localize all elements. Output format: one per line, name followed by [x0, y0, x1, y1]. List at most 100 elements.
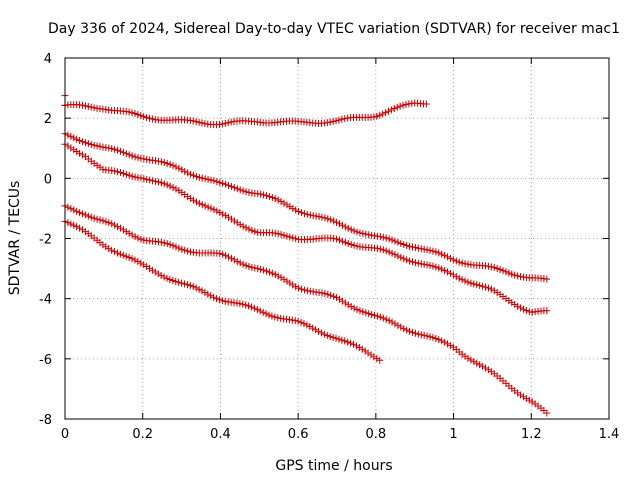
data-point [441, 251, 449, 259]
data-point [204, 175, 212, 183]
y-axis-label: SDTVAR / TECUs [7, 181, 23, 296]
data-point [458, 259, 466, 267]
data-point [464, 278, 472, 286]
data-point [365, 310, 373, 318]
data-point [402, 100, 410, 108]
data-point [204, 290, 212, 298]
data-point [353, 242, 361, 250]
data-point [432, 263, 440, 271]
data-point [79, 210, 87, 218]
data-point [210, 293, 218, 301]
data-point [128, 255, 136, 263]
data-point [327, 291, 335, 299]
data-point [105, 245, 113, 253]
data-point [169, 277, 177, 285]
data-point [359, 308, 367, 316]
y-tick-label: 0 [44, 172, 52, 187]
data-point [376, 245, 384, 253]
data-point [189, 171, 197, 179]
data-point [522, 395, 530, 403]
data-point [128, 231, 136, 239]
data-point [326, 333, 334, 341]
data-point [114, 223, 122, 231]
data-point [429, 262, 437, 270]
data-point [125, 151, 133, 159]
data-point [484, 262, 492, 270]
data-point [414, 244, 422, 252]
data-point [403, 326, 411, 334]
data-point [131, 153, 139, 161]
data-point [224, 119, 232, 127]
data-point [137, 259, 145, 267]
data-point [181, 246, 189, 254]
series-series-5 [61, 217, 384, 364]
data-point [292, 235, 300, 243]
data-point [280, 275, 288, 283]
data-point [260, 266, 268, 274]
data-point [277, 274, 285, 282]
data-point [387, 106, 395, 114]
data-point [76, 224, 84, 232]
data-point [76, 136, 84, 144]
data-point [128, 152, 136, 160]
data-point [111, 167, 119, 175]
data-point [385, 248, 393, 256]
data-point [298, 285, 306, 293]
data-point [382, 315, 390, 323]
data-point [289, 281, 297, 289]
data-point [417, 331, 425, 339]
data-point [338, 221, 346, 229]
data-point [312, 326, 320, 334]
data-point [81, 102, 89, 110]
data-point [432, 248, 440, 256]
x-tick-label: 0.6 [288, 427, 309, 442]
x-tick-label: 0.2 [132, 427, 153, 442]
data-point [227, 254, 235, 262]
data-point [64, 203, 72, 211]
data-point [207, 176, 215, 184]
data-point [116, 250, 124, 258]
data-point [482, 283, 490, 291]
data-point [295, 207, 303, 215]
data-point [333, 235, 341, 243]
data-point [470, 280, 478, 288]
data-point [333, 218, 341, 226]
data-point [332, 117, 340, 125]
data-point [333, 294, 341, 302]
data-point [321, 214, 329, 222]
data-point [411, 244, 419, 252]
data-point [341, 238, 349, 246]
data-point [102, 243, 110, 251]
data-point [356, 229, 364, 237]
data-point [467, 279, 475, 287]
data-point [160, 180, 168, 188]
data-point [137, 174, 145, 182]
data-point [181, 167, 189, 175]
series-series-2 [61, 130, 551, 283]
data-point [148, 115, 156, 123]
data-point [265, 192, 273, 200]
data-point [111, 248, 119, 256]
data-point [400, 241, 408, 249]
data-point [326, 118, 334, 126]
data-point [422, 100, 430, 108]
data-point [476, 281, 484, 289]
data-point [286, 233, 294, 241]
data-point [399, 101, 407, 109]
data-point [111, 145, 119, 153]
data-point [222, 180, 230, 188]
data-point [84, 140, 92, 148]
data-point [341, 299, 349, 307]
data-point [79, 151, 87, 159]
data-point [163, 240, 171, 248]
data-point [540, 275, 548, 283]
data-point [187, 170, 195, 178]
data-point [525, 308, 533, 316]
data-point [108, 167, 116, 175]
data-point [397, 323, 405, 331]
data-point [441, 338, 449, 346]
data-point [134, 154, 142, 162]
data-point [140, 261, 148, 269]
data-point [102, 218, 110, 226]
data-point [295, 284, 303, 292]
